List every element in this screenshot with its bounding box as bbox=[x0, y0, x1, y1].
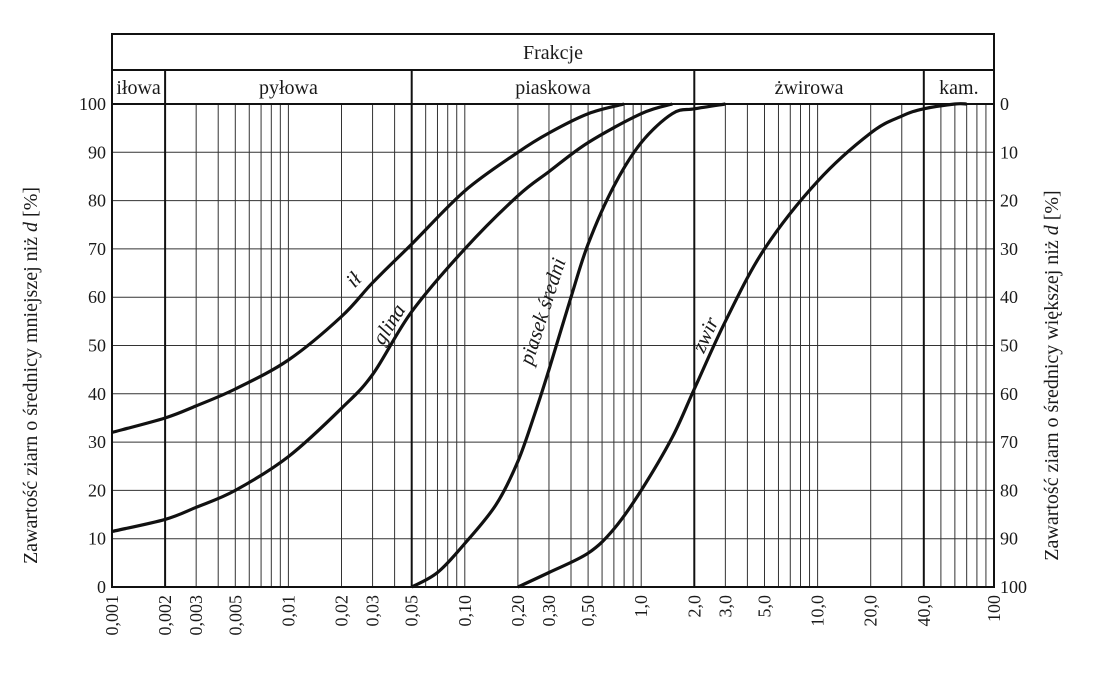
y-tick-label-left: 90 bbox=[88, 142, 106, 162]
x-tick-label: 0,50 bbox=[578, 595, 598, 627]
y-tick-label-left: 20 bbox=[88, 480, 106, 500]
y-tick-label-right: 40 bbox=[1000, 287, 1018, 307]
tick-labels: 0,001 0,002 0,003 0,005 0,01 0,02 0,03 0,05 0,10… bbox=[79, 94, 1027, 636]
x-tick-label: 0,01 bbox=[278, 595, 298, 627]
x-tick-label: 0,002 bbox=[155, 595, 175, 636]
x-tick-label: 0,30 bbox=[539, 595, 559, 627]
y-tick-label-left: 80 bbox=[88, 191, 106, 211]
x-tick-label: 0,05 bbox=[402, 595, 422, 627]
x-tick-label: 0,02 bbox=[332, 595, 352, 627]
series-line-piasek-sredni bbox=[410, 102, 726, 589]
x-tick-label: 10,0 bbox=[808, 595, 828, 627]
y-axis-label-left: Zawartość ziarn o średnicy mniejszej niż… bbox=[20, 187, 42, 564]
x-tick-label: 40,0 bbox=[914, 595, 934, 627]
series-label-piasek-sredni: piasek średni bbox=[513, 255, 570, 370]
chart-title: Frakcje bbox=[523, 42, 583, 64]
y-tick-label-right: 20 bbox=[1000, 191, 1018, 211]
series-label-zwir: żwir bbox=[686, 312, 724, 357]
axis-title-part: [%] bbox=[20, 187, 42, 222]
y-tick-label-left: 50 bbox=[88, 336, 106, 356]
axis-title-part: Zawartość ziarn o średnicy mniejszej niż bbox=[20, 232, 42, 564]
axis-titles: Zawartość ziarn o średnicy mniejszej niż… bbox=[20, 187, 1063, 564]
fraction-label: piaskowa bbox=[515, 77, 591, 99]
fraction-label: kam. bbox=[939, 77, 978, 99]
series-label-il: ił bbox=[341, 266, 367, 292]
y-tick-label-right: 80 bbox=[1000, 480, 1018, 500]
y-tick-label-right: 70 bbox=[1000, 432, 1018, 452]
x-tick-label: 0,001 bbox=[102, 595, 122, 636]
axis-title-part: Zawartość ziarn o średnicy większej niż bbox=[1041, 235, 1063, 560]
series-line-il bbox=[111, 102, 625, 434]
y-tick-label-right: 90 bbox=[1000, 529, 1018, 549]
x-tick-label: 1,0 bbox=[631, 595, 651, 618]
x-tick-label: 0,03 bbox=[363, 595, 383, 627]
y-tick-label-left: 70 bbox=[88, 239, 106, 259]
x-tick-label: 3,0 bbox=[715, 595, 735, 618]
grid bbox=[112, 104, 994, 587]
y-tick-label-left: 100 bbox=[79, 94, 106, 114]
y-tick-label-right: 100 bbox=[1000, 577, 1027, 597]
y-tick-label-right: 50 bbox=[1000, 336, 1018, 356]
y-tick-label-left: 60 bbox=[88, 287, 106, 307]
x-tick-label: 20,0 bbox=[861, 595, 881, 627]
y-tick-label-left: 30 bbox=[88, 432, 106, 452]
fraction-label: iłowa bbox=[116, 77, 161, 99]
plot-frame bbox=[111, 33, 995, 588]
x-tick-label: 5,0 bbox=[754, 595, 774, 618]
y-tick-label-left: 0 bbox=[97, 577, 106, 597]
x-tick-label: 100 bbox=[984, 595, 1004, 622]
fraction-label: żwirowa bbox=[775, 77, 844, 99]
y-tick-label-left: 40 bbox=[88, 384, 106, 404]
x-tick-label: 2,0 bbox=[684, 595, 704, 618]
x-tick-label: 0,20 bbox=[508, 595, 528, 627]
y-tick-label-right: 30 bbox=[1000, 239, 1018, 259]
y-tick-label-left: 10 bbox=[88, 529, 106, 549]
fraction-label: pyłowa bbox=[259, 77, 318, 99]
axis-title-part: [%] bbox=[1041, 190, 1063, 225]
series-line-glina bbox=[111, 102, 673, 534]
y-tick-label-right: 60 bbox=[1000, 384, 1018, 404]
y-tick-label-right: 10 bbox=[1000, 142, 1018, 162]
series-line-zwir bbox=[517, 102, 967, 589]
x-tick-label: 0,10 bbox=[455, 595, 475, 627]
y-tick-label-right: 0 bbox=[1000, 94, 1009, 114]
x-tick-label: 0,003 bbox=[186, 595, 206, 636]
fraction-header: Frakcje iłowa pyłowa piaskowa żwirowa kam. bbox=[116, 42, 978, 99]
axis-title-part: d bbox=[20, 221, 42, 232]
y-axis-label-right: Zawartość ziarn o średnicy większej niż … bbox=[1041, 190, 1063, 560]
axis-title-part: d bbox=[1041, 224, 1063, 235]
x-tick-label: 0,005 bbox=[225, 595, 245, 636]
